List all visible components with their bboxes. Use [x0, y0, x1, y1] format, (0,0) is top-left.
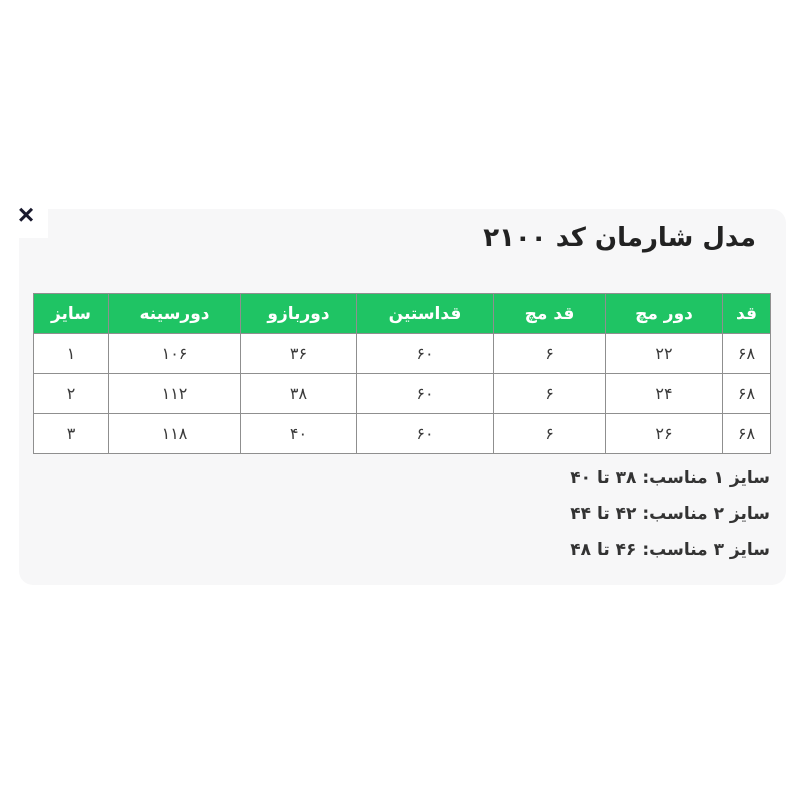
- cell: ۲۴: [605, 373, 723, 414]
- table-row-size-1: ۶۸ ۲۲ ۶ ۶۰ ۳۶ ۱۰۶ ۱: [33, 333, 771, 374]
- modal-title: مدل شارمان کد ۲۱۰۰: [483, 223, 756, 253]
- cell: ۲: [33, 373, 109, 414]
- size-note-3: سایز ۳ مناسب: ۴۶ تا ۴۸: [570, 540, 770, 560]
- cell: ۱۰۶: [108, 333, 241, 374]
- cell: ۲۲: [605, 333, 723, 374]
- cell: ۳: [33, 413, 109, 454]
- cell: ۳۸: [240, 373, 357, 414]
- cell: ۴۰: [240, 413, 357, 454]
- cell: ۱۱۲: [108, 373, 241, 414]
- header-cell-size: سایز: [33, 293, 109, 334]
- header-cell-ghad: قد: [722, 293, 771, 334]
- cell: ۶۸: [722, 373, 771, 414]
- close-icon: ×: [17, 199, 35, 230]
- header-cell-dor-bazoo: دوربازو: [240, 293, 357, 334]
- cell: ۶۰: [356, 333, 494, 374]
- cell: ۲۶: [605, 413, 723, 454]
- size-note-1: سایز ۱ مناسب: ۳۸ تا ۴۰: [570, 468, 770, 488]
- close-button[interactable]: ×: [0, 186, 48, 238]
- cell: ۱: [33, 333, 109, 374]
- cell: ۶۰: [356, 373, 494, 414]
- cell: ۶: [493, 373, 606, 414]
- cell: ۶: [493, 413, 606, 454]
- cell: ۱۱۸: [108, 413, 241, 454]
- table-row-size-2: ۶۸ ۲۴ ۶ ۶۰ ۳۸ ۱۱۲ ۲: [33, 373, 771, 414]
- cell: ۳۶: [240, 333, 357, 374]
- table-header-row: قد دور مچ قد مچ قداستین دوربازو دورسینه …: [33, 293, 771, 334]
- header-cell-dor-moch: دور مچ: [605, 293, 723, 334]
- header-cell-ghad-moch: قد مچ: [493, 293, 606, 334]
- size-notes: سایز ۱ مناسب: ۳۸ تا ۴۰ سایز ۲ مناسب: ۴۲ …: [570, 460, 770, 568]
- cell: ۶۸: [722, 413, 771, 454]
- table-row-size-3: ۶۸ ۲۶ ۶ ۶۰ ۴۰ ۱۱۸ ۳: [33, 413, 771, 454]
- cell: ۶۰: [356, 413, 494, 454]
- header-cell-ghad-astin: قداستین: [356, 293, 494, 334]
- size-chart-table: قد دور مچ قد مچ قداستین دوربازو دورسینه …: [33, 293, 771, 454]
- cell: ۶۸: [722, 333, 771, 374]
- cell: ۶: [493, 333, 606, 374]
- size-note-2: سایز ۲ مناسب: ۴۲ تا ۴۴: [570, 504, 770, 524]
- header-cell-dor-sineh: دورسینه: [108, 293, 241, 334]
